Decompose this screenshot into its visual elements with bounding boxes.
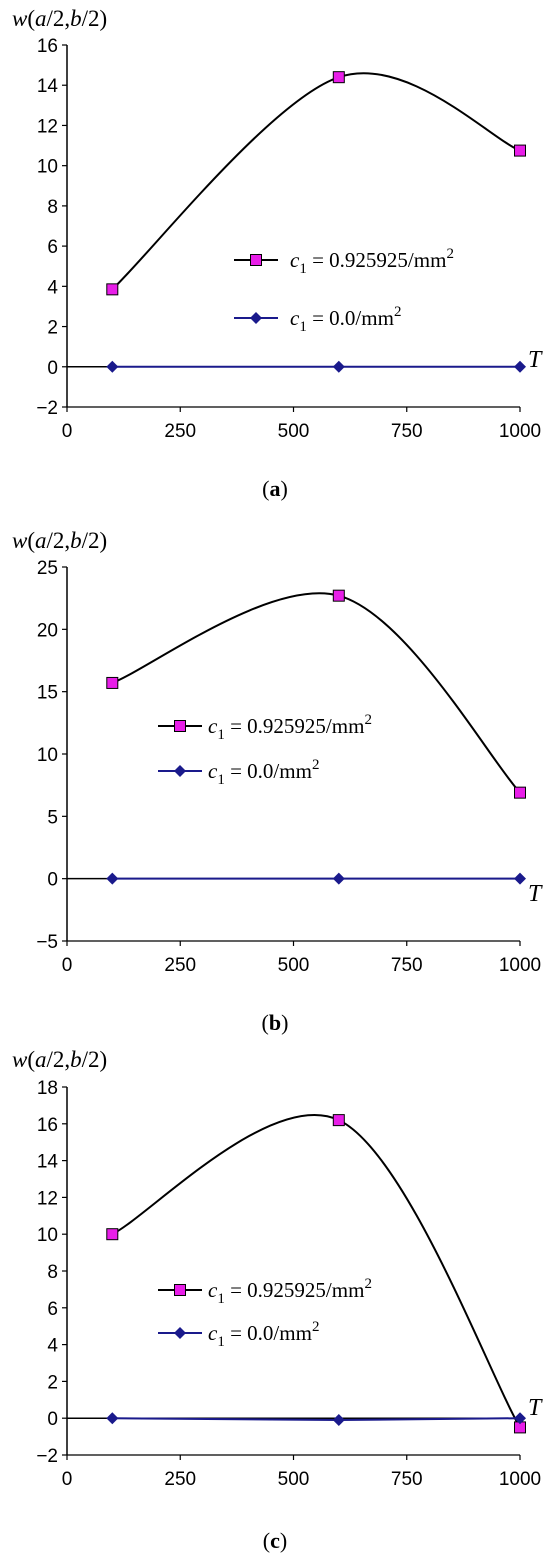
data-point-1 [332, 589, 345, 602]
y-tick-label: 8 [47, 1262, 58, 1283]
y-tick-label: 4 [47, 1336, 58, 1357]
y-tick-label: 25 [37, 558, 58, 579]
x-tick-label: 1000 [499, 1469, 541, 1490]
x-tick-label: 1000 [499, 955, 541, 976]
data-point-1 [514, 144, 526, 157]
x-axis-label: T [528, 881, 543, 907]
y-tick-label: 0 [47, 870, 58, 891]
data-point-2 [106, 360, 119, 373]
data-point-1 [332, 71, 345, 84]
legend-marker [174, 720, 186, 732]
x-tick-label: 1000 [499, 421, 541, 442]
y-tick-label: −5 [36, 932, 58, 953]
x-tick-label: 750 [391, 955, 423, 976]
y-tick-label: 6 [47, 237, 58, 258]
y-tick-label: 14 [37, 76, 59, 97]
legend-label: c1 = 0.0/mm2 [208, 1319, 319, 1350]
data-point-2 [106, 1412, 119, 1425]
legend-marker [250, 312, 262, 324]
x-tick-label: 0 [62, 1469, 73, 1490]
y-tick-label: 16 [37, 36, 58, 57]
data-point-1 [332, 1114, 345, 1127]
legend-marker [174, 1327, 186, 1339]
x-tick-label: 500 [278, 421, 310, 442]
legend-marker [174, 1284, 186, 1296]
x-tick-label: 250 [164, 955, 196, 976]
y-tick-label: 20 [37, 620, 58, 641]
y-tick-label: 2 [47, 318, 58, 339]
y-tick-label: 12 [37, 1188, 58, 1209]
x-tick-label: 750 [391, 1469, 423, 1490]
x-axis-label: T [528, 1395, 543, 1421]
legend-label: c1 = 0.925925/mm2 [290, 246, 454, 277]
legend: c1 = 0.925925/mm2 c1 = 0.0/mm2 [158, 1276, 372, 1350]
data-point-2 [514, 872, 526, 885]
data-point-2 [514, 360, 526, 373]
y-tick-label: 15 [37, 683, 58, 704]
legend-label: c1 = 0.925925/mm2 [208, 712, 372, 743]
y-tick-label: 10 [37, 1225, 58, 1246]
data-point-2 [332, 872, 345, 885]
legend-marker [174, 765, 186, 777]
y-tick-label: 10 [37, 157, 58, 178]
data-point-1 [106, 1228, 119, 1241]
data-point-2 [106, 872, 119, 885]
y-tick-label: 12 [37, 116, 58, 137]
x-tick-label: 750 [391, 421, 423, 442]
data-point-1 [514, 786, 526, 799]
panel-caption: (c) [263, 1528, 287, 1553]
y-tick-label: 18 [37, 1078, 58, 1099]
y-tick-label: 8 [47, 197, 58, 218]
y-tick-label: 16 [37, 1115, 58, 1136]
x-tick-label: 250 [164, 421, 196, 442]
y-tick-label: 10 [37, 745, 58, 766]
x-tick-label: 250 [164, 1469, 196, 1490]
panel-caption: (b) [262, 1010, 289, 1035]
y-axis-label: w(a/2,b/2) [12, 6, 107, 31]
y-tick-label: 0 [47, 1409, 58, 1430]
y-tick-label: 4 [47, 277, 58, 298]
x-tick-label: 0 [62, 421, 73, 442]
data-point-2 [332, 1414, 345, 1427]
y-tick-label: −2 [36, 398, 58, 419]
y-tick-label: 2 [47, 1372, 58, 1393]
x-tick-label: 0 [62, 955, 73, 976]
data-point-2 [514, 1412, 526, 1425]
legend-label: c1 = 0.925925/mm2 [208, 1276, 372, 1307]
legend: c1 = 0.925925/mm2 c1 = 0.0/mm2 [234, 246, 454, 335]
y-tick-label: 0 [47, 358, 58, 379]
x-tick-label: 500 [278, 955, 310, 976]
y-tick-label: 5 [47, 807, 58, 828]
legend-label: c1 = 0.0/mm2 [208, 757, 319, 788]
x-tick-label: 500 [278, 1469, 310, 1490]
legend-marker [250, 254, 262, 266]
y-tick-label: 6 [47, 1299, 58, 1320]
y-tick-label: −2 [36, 1446, 58, 1467]
y-tick-label: 14 [37, 1152, 59, 1173]
series-line-1 [111, 1113, 521, 1428]
y-axis-label: w(a/2,b/2) [12, 528, 107, 553]
y-axis-label: w(a/2,b/2) [12, 1047, 107, 1072]
data-point-2 [332, 360, 345, 373]
data-point-1 [106, 676, 119, 689]
panel-caption: (a) [262, 476, 288, 501]
x-axis-label: T [528, 347, 543, 373]
legend-label: c1 = 0.0/mm2 [290, 304, 401, 335]
legend: c1 = 0.925925/mm2 c1 = 0.0/mm2 [158, 712, 372, 788]
data-point-1 [106, 283, 119, 296]
